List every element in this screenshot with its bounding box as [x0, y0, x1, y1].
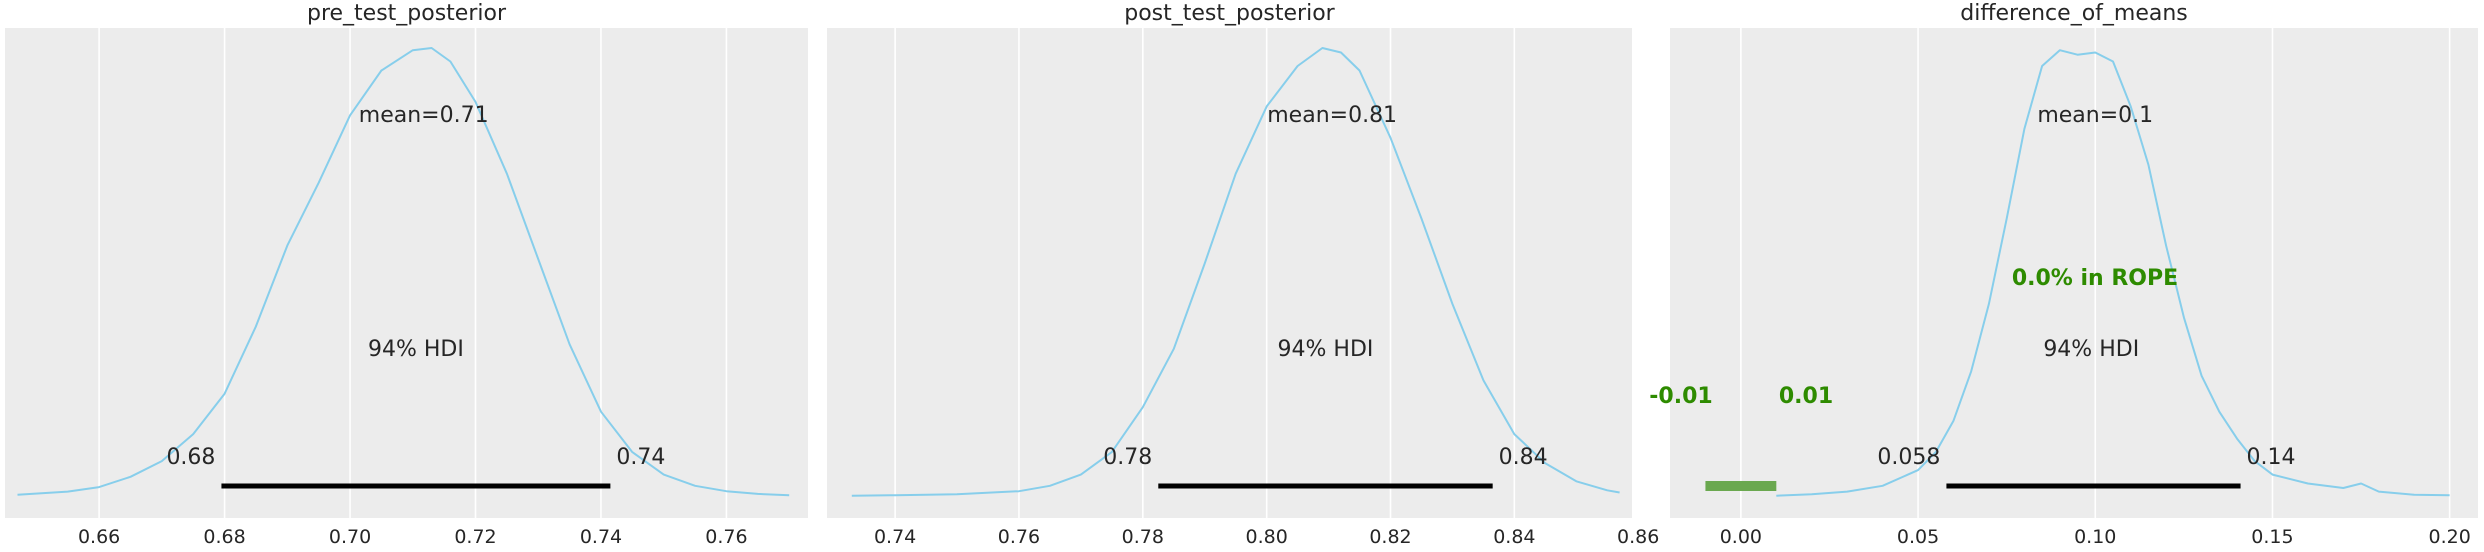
- plot-area: [1670, 28, 2478, 518]
- hdi-high-label: 0.74: [616, 445, 665, 470]
- plot-area: [5, 28, 808, 518]
- rope-high-label: 0.01: [1779, 384, 1833, 409]
- posterior-panel: pre_test_posterior 0.66 0.68 0.70 0.72 0.74 0.…: [5, 1, 808, 548]
- hdi-label: 94% HDI: [2043, 337, 2139, 362]
- hdi-high-label: 0.84: [1499, 445, 1548, 470]
- posterior-panel: post_test_posterior 0.74 0.76 0.78 0.80 0.82 0…: [827, 1, 1659, 548]
- panel-title: pre_test_posterior: [307, 1, 507, 26]
- x-tick-label: 0.70: [329, 526, 371, 548]
- rope-text: 0.0% in ROPE: [2012, 266, 2178, 291]
- mean-label: mean=0.71: [359, 103, 489, 128]
- x-tick-label: 0.82: [1369, 526, 1411, 548]
- x-tick-label: 0.10: [2074, 526, 2116, 548]
- hdi-label: 94% HDI: [368, 337, 464, 362]
- x-tick-label: 0.15: [2251, 526, 2293, 548]
- x-tick-label: 0.74: [874, 526, 916, 548]
- hdi-label: 94% HDI: [1278, 337, 1374, 362]
- x-tick-label: 0.05: [1897, 526, 1939, 548]
- x-tick-label: 0.86: [1617, 526, 1659, 548]
- panel-title: difference_of_means: [1960, 1, 2188, 26]
- hdi-low-label: 0.68: [166, 445, 215, 470]
- x-tick-label: 0.74: [580, 526, 622, 548]
- mean-label: mean=0.1: [2037, 103, 2153, 128]
- x-tick-label: 0.66: [78, 526, 120, 548]
- hdi-low-label: 0.78: [1103, 445, 1152, 470]
- x-tick-label: 0.20: [2428, 526, 2470, 548]
- mean-label: mean=0.81: [1267, 103, 1397, 128]
- x-tick-label: 0.76: [998, 526, 1040, 548]
- panel-title: post_test_posterior: [1124, 1, 1335, 26]
- x-tick-label: 0.76: [705, 526, 747, 548]
- hdi-high-label: 0.14: [2247, 445, 2296, 470]
- posterior-panel: difference_of_means 0.00 0.05 0.10 0.15 0.20 m…: [1649, 1, 2478, 548]
- x-tick-label: 0.84: [1493, 526, 1535, 548]
- x-tick-label: 0.68: [203, 526, 245, 548]
- x-tick-label: 0.78: [1122, 526, 1164, 548]
- plot-area: [827, 28, 1632, 518]
- hdi-low-label: 0.058: [1877, 445, 1940, 470]
- density-curve: [1776, 49, 2450, 497]
- rope-low-label: -0.01: [1649, 384, 1712, 409]
- x-tick-label: 0.80: [1245, 526, 1287, 548]
- x-tick-label: 0.72: [454, 526, 496, 548]
- density-curve: [851, 47, 1620, 497]
- density-curve: [17, 47, 790, 497]
- x-tick-label: 0.00: [1720, 526, 1762, 548]
